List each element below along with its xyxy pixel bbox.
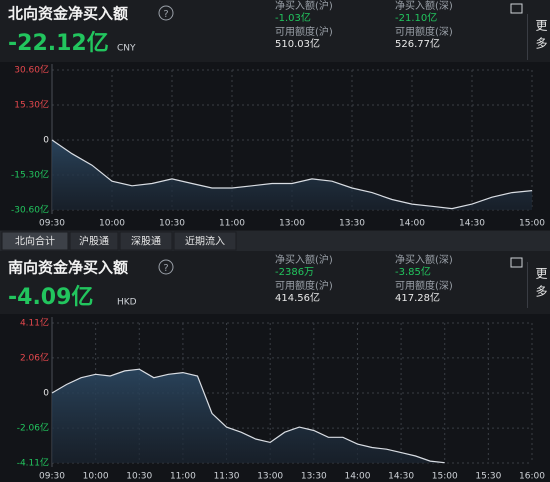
x-tick-label: 14:00	[399, 219, 425, 229]
stat-value: -21.10亿	[395, 11, 437, 24]
expand-icon	[510, 3, 523, 14]
x-tick-label: 11:00	[219, 219, 245, 229]
x-tick-label: 09:30	[39, 472, 65, 482]
x-tick-label: 14:30	[459, 219, 485, 229]
stat-value: 414.56亿	[275, 291, 320, 304]
x-tick-label: 15:30	[475, 472, 501, 482]
x-tick-label: 11:30	[214, 472, 240, 482]
x-tick-label: 11:00	[170, 472, 196, 482]
line	[51, 368, 445, 464]
stat-label: 净买入额(深)	[395, 253, 453, 266]
help-icon	[158, 5, 174, 21]
stat-value: 526.77亿	[395, 37, 440, 50]
y-tick-label: 4.11亿	[20, 317, 49, 329]
x-tick-label: 15:00	[519, 219, 545, 229]
x-tick-label: 14:00	[344, 472, 370, 482]
stat-label: 可用额度(深)	[395, 279, 453, 292]
x-tick-label: 13:00	[257, 472, 283, 482]
x-tick-label: 16:00	[519, 472, 545, 482]
currency: HKD	[117, 298, 137, 308]
y-tick-label: -2.06亿	[17, 422, 49, 434]
x-tick-label: 10:30	[159, 219, 185, 229]
tab[interactable]	[69, 231, 119, 251]
net-value: -4.09亿	[8, 285, 93, 310]
y-tick-label: 0	[43, 136, 49, 146]
help-icon	[158, 259, 174, 275]
stat-value: -2386万	[275, 267, 314, 278]
stat-label: 可用额度(沪)	[275, 25, 333, 38]
x-tick-label: 14:30	[388, 472, 414, 482]
y-tick-label: -30.60亿	[11, 204, 49, 216]
x-tick-label: 13:30	[339, 219, 365, 229]
area	[52, 140, 532, 210]
tab-label[interactable]: 北向合计	[15, 235, 55, 248]
stat-label: 可用额度(沪)	[275, 279, 333, 292]
x-tick-label: 10:30	[126, 472, 152, 482]
stat-label: 净买入额(沪)	[275, 0, 333, 12]
x-tick-label: 10:00	[99, 219, 125, 229]
stat-value: -3.85亿	[395, 265, 431, 278]
y-tick-label: -4.11亿	[17, 457, 49, 469]
x-tick-label: 15:00	[432, 472, 458, 482]
more-button[interactable]: 更多	[527, 262, 550, 308]
stat-label: 净买入额(沪)	[275, 253, 333, 266]
tab-label[interactable]: 深股通	[131, 236, 161, 248]
more-button[interactable]: 更多	[527, 14, 550, 60]
panel-title: 北向资金净买入额	[8, 5, 128, 23]
panel-title: 南向资金净买入额	[8, 259, 128, 277]
stat-value: 417.28亿	[395, 291, 440, 304]
y-tick-label: -15.30亿	[11, 169, 49, 181]
x-tick-label: 13:00	[279, 219, 305, 229]
y-tick-label: 30.60亿	[14, 64, 49, 76]
x-tick-label: 09:30	[39, 219, 65, 229]
stat-value: 510.03亿	[275, 37, 320, 50]
help-icon-mark: ?	[163, 263, 168, 274]
expand-icon	[510, 257, 523, 268]
y-tick-label: 15.30亿	[14, 99, 49, 111]
stat-value: -1.03亿	[275, 11, 311, 24]
tab-label[interactable]: 沪股通	[79, 235, 109, 248]
x-tick-label: 10:00	[83, 472, 109, 482]
y-tick-label: 0	[43, 389, 49, 399]
net-value: -22.12亿	[8, 31, 109, 56]
line	[51, 139, 533, 210]
tab[interactable]	[1, 231, 69, 251]
x-tick-label: 13:30	[301, 472, 327, 482]
tab-label[interactable]: 近期流入	[185, 235, 225, 248]
currency: CNY	[117, 44, 136, 54]
tab[interactable]	[119, 231, 173, 251]
tab[interactable]	[173, 231, 237, 251]
stat-label: 可用额度(深)	[395, 25, 453, 38]
y-tick-label: 2.06亿	[20, 351, 49, 363]
help-icon-mark: ?	[163, 9, 168, 20]
stat-label: 净买入额(深)	[395, 0, 453, 12]
